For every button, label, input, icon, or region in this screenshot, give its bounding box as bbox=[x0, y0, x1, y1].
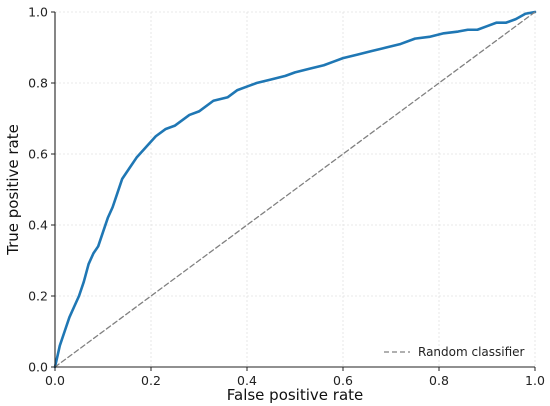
x-tick-label-1: 0.2 bbox=[141, 373, 161, 388]
x-tick-label-5: 1.0 bbox=[525, 373, 545, 388]
series-layer bbox=[53, 10, 537, 369]
legend: Random classifier bbox=[384, 345, 525, 359]
y-tick-label-2: 0.4 bbox=[28, 218, 48, 233]
roc-curve-line bbox=[53, 10, 537, 369]
y-axis-label: True positive rate bbox=[4, 124, 22, 256]
x-tick-label-4: 0.8 bbox=[429, 373, 449, 388]
y-tick-label-4: 0.8 bbox=[28, 76, 48, 91]
x-tick-label-2: 0.4 bbox=[237, 373, 257, 388]
random-classifier-line bbox=[54, 11, 536, 368]
x-tick-label-0: 0.0 bbox=[45, 373, 65, 388]
ticks: 0.0 0.2 0.4 0.6 0.8 1.0 0.0 0.2 0.4 0.6 0.8 1.0 bbox=[28, 5, 545, 389]
axes bbox=[54, 12, 535, 368]
y-tick-label-0: 0.0 bbox=[28, 360, 48, 375]
y-tick-label-1: 0.2 bbox=[28, 289, 48, 304]
legend-label-random-classifier: Random classifier bbox=[418, 345, 525, 359]
x-axis-label: False positive rate bbox=[227, 386, 364, 404]
y-tick-label-5: 1.0 bbox=[28, 5, 48, 20]
x-tick-label-3: 0.6 bbox=[333, 373, 353, 388]
y-tick-label-3: 0.6 bbox=[28, 147, 48, 162]
